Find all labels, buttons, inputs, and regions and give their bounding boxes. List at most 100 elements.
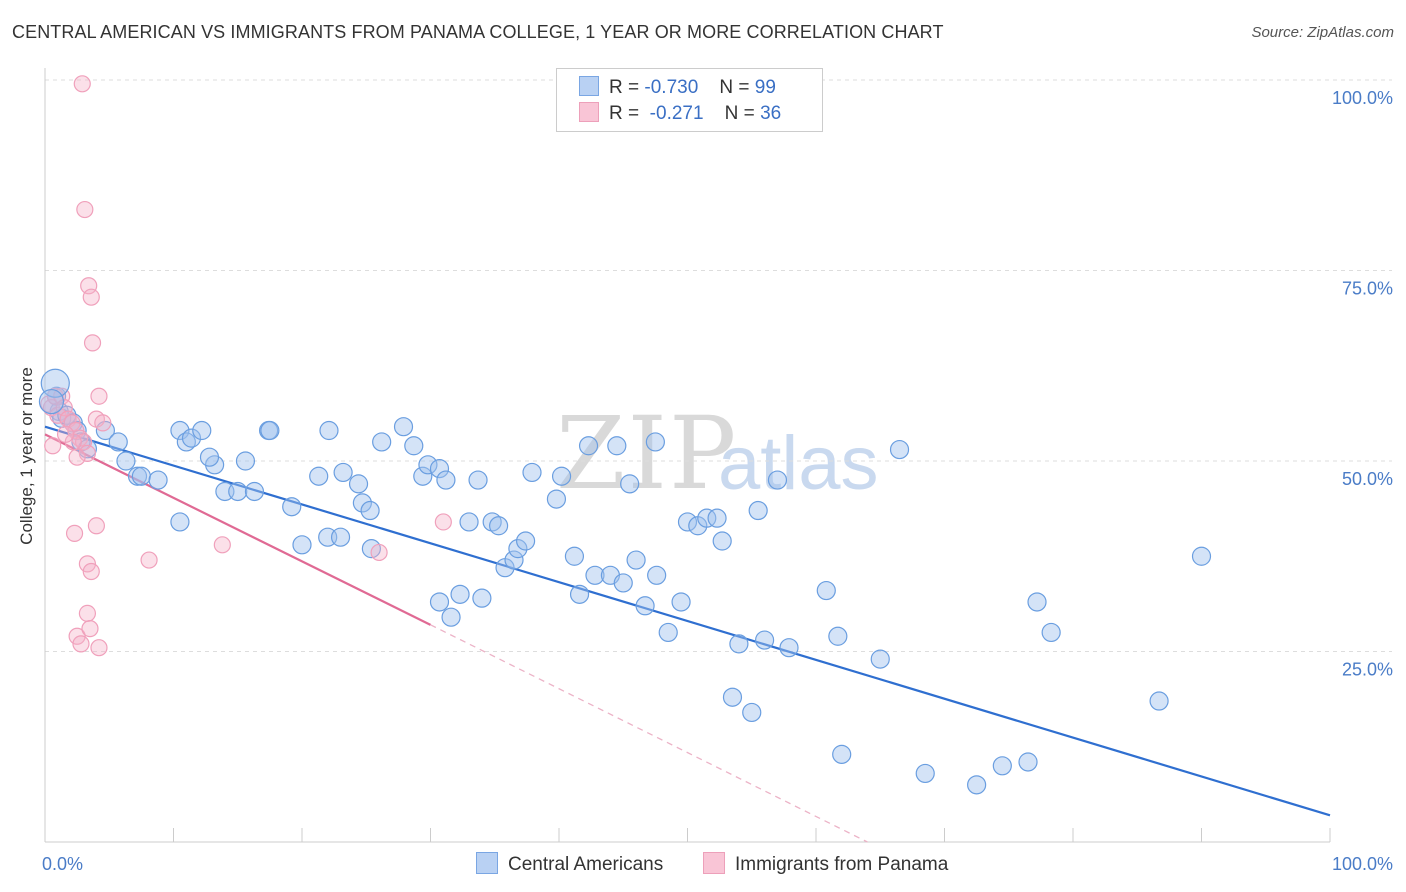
source-label: Source: ZipAtlas.com: [1251, 24, 1394, 41]
point-immigrants-panama: [78, 604, 97, 623]
point-immigrants-panama: [94, 414, 112, 432]
point-central-americans: [915, 763, 935, 784]
point-central-americans: [170, 512, 190, 532]
legend: R = -0.730 N = 99 R = -0.271 N = 36: [556, 68, 823, 132]
point-central-americans: [309, 466, 329, 486]
legend-swatch-blue: [579, 76, 599, 96]
point-immigrants-panama: [370, 543, 388, 562]
point-immigrants-panama: [72, 635, 90, 653]
data-points: [38, 75, 1212, 795]
point-central-americans: [429, 592, 450, 612]
legend-r-label: R =: [609, 103, 640, 124]
trend-line-immigrants-panama-extended: [430, 624, 868, 843]
point-immigrants-panama: [213, 536, 231, 554]
point-central-americans: [585, 565, 605, 585]
point-central-americans: [578, 436, 599, 456]
legend-n-value: 36: [760, 103, 782, 124]
point-central-americans: [1149, 691, 1169, 711]
point-central-americans: [148, 470, 168, 490]
point-central-americans: [459, 512, 479, 532]
point-central-americans: [131, 466, 151, 486]
point-central-americans: [508, 539, 528, 559]
point-central-americans: [468, 470, 488, 490]
point-immigrants-panama: [87, 517, 106, 535]
point-immigrants-panama: [83, 334, 102, 352]
bottom-legend-panama: Immigrants from Panama: [703, 852, 948, 876]
trend-lines: [44, 425, 1331, 843]
x-tick-label: 0.0%: [42, 854, 83, 874]
point-central-americans: [235, 451, 256, 471]
point-central-americans: [671, 592, 691, 612]
legend-r-label: R =: [609, 77, 640, 98]
point-immigrants-panama: [90, 639, 108, 657]
point-immigrants-panama: [44, 437, 62, 455]
point-central-americans: [348, 474, 369, 494]
point-immigrants-panama: [65, 524, 84, 542]
point-central-americans: [748, 500, 768, 521]
point-immigrants-panama: [56, 425, 75, 443]
point-central-americans: [436, 470, 456, 490]
point-central-americans: [569, 584, 590, 604]
point-central-americans: [697, 508, 717, 528]
point-central-americans: [832, 744, 852, 764]
grid-lines: [45, 79, 1392, 652]
point-central-americans: [658, 622, 678, 643]
y-axis-label: College, 1 year or more: [17, 367, 36, 545]
point-central-americans: [620, 474, 640, 494]
point-central-americans: [404, 436, 424, 456]
point-central-americans: [722, 687, 743, 707]
point-central-americans: [441, 607, 461, 627]
point-central-americans: [677, 512, 698, 532]
point-immigrants-panama: [434, 513, 452, 531]
point-central-americans: [754, 630, 775, 650]
watermark-atlas: atlas: [718, 421, 879, 506]
trend-line-central-americans: [44, 425, 1331, 817]
point-central-americans: [319, 420, 339, 441]
legend-swatch-pink: [579, 102, 599, 122]
y-tick-label: 75.0%: [1342, 279, 1393, 299]
point-immigrants-panama: [82, 562, 100, 581]
legend-row-central-americans: R = -0.730 N = 99: [579, 76, 776, 102]
point-central-americans: [330, 527, 351, 547]
point-central-americans: [361, 539, 381, 559]
axes: [44, 68, 1331, 843]
point-central-americans: [564, 546, 585, 566]
point-central-americans: [522, 462, 542, 483]
legend-n-label: N =: [719, 77, 750, 98]
point-central-americans: [260, 420, 280, 441]
point-central-americans: [116, 451, 136, 471]
trend-line-immigrants-panama: [44, 433, 431, 626]
bottom-legend-swatch-pink: [703, 852, 725, 874]
point-central-americans: [413, 466, 433, 486]
legend-row-panama: R = -0.271 N = 36: [579, 102, 781, 128]
point-central-americans: [360, 500, 380, 521]
point-central-americans: [489, 516, 509, 536]
point-central-americans: [551, 466, 572, 486]
point-central-americans: [729, 634, 749, 654]
watermark-zip: ZIP: [556, 395, 739, 512]
point-central-americans: [181, 428, 202, 448]
point-central-americans: [613, 573, 633, 593]
chart-title: CENTRAL AMERICAN VS IMMIGRANTS FROM PANA…: [12, 22, 944, 42]
point-central-americans: [393, 417, 414, 437]
point-central-americans: [626, 550, 646, 570]
point-immigrants-panama: [90, 387, 108, 405]
x-tick-label: 100.0%: [1332, 854, 1393, 874]
point-central-americans: [38, 388, 65, 415]
point-central-americans: [244, 481, 265, 502]
point-central-americans: [333, 462, 353, 483]
point-immigrants-panama: [81, 620, 99, 638]
point-central-americans: [707, 508, 727, 528]
point-central-americans: [372, 432, 392, 452]
point-immigrants-panama: [82, 288, 100, 306]
y-tick-label: 25.0%: [1342, 660, 1393, 680]
legend-r-value: -0.730: [644, 77, 699, 98]
point-immigrants-panama: [78, 444, 97, 462]
point-central-americans: [546, 489, 567, 509]
bottom-legend-label: Central Americans: [508, 854, 664, 875]
tick-labels: 100.0% 75.0% 50.0% 25.0% 0.0% 100.0%: [42, 88, 1393, 874]
point-central-americans: [450, 584, 470, 604]
point-central-americans: [108, 432, 128, 452]
point-central-americans: [767, 470, 788, 490]
y-tick-label: 50.0%: [1342, 469, 1393, 489]
